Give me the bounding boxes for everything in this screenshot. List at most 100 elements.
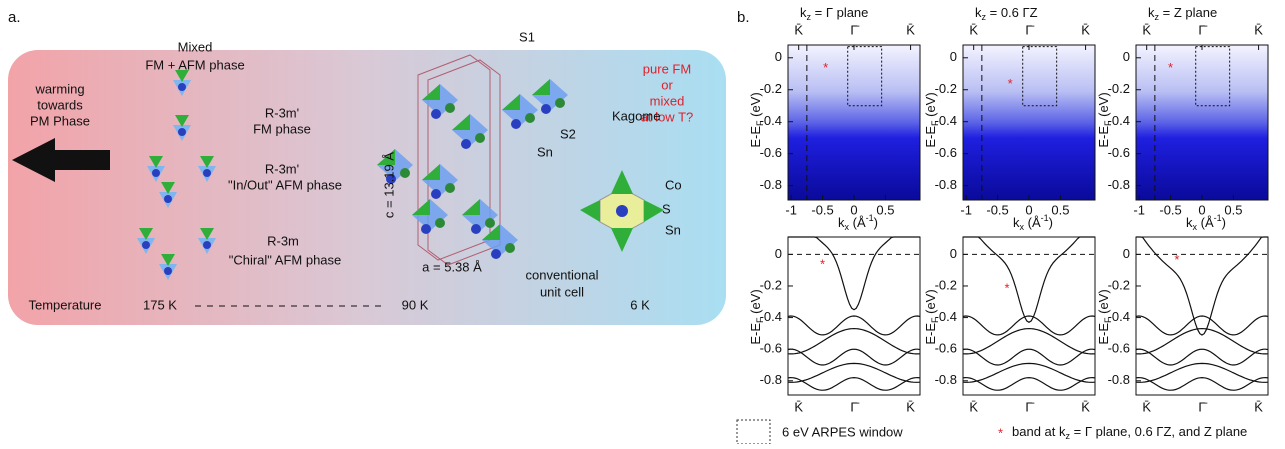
s-atom bbox=[400, 168, 410, 178]
y-tick-label: -0.8 bbox=[935, 177, 957, 192]
s-atom bbox=[445, 183, 455, 193]
k-point-label: K̄ bbox=[1142, 399, 1151, 414]
structure-label: c = 13.19 Å bbox=[381, 152, 396, 218]
k-point-label: K̄ bbox=[794, 399, 803, 414]
low-t-note: pure FM bbox=[643, 61, 691, 76]
band-curve bbox=[787, 348, 921, 366]
axis-label-part: ) bbox=[1049, 215, 1053, 230]
band-curve bbox=[962, 315, 1096, 336]
y-tick-label: -0.6 bbox=[935, 145, 957, 160]
co-triangle bbox=[200, 156, 214, 168]
co-triangle bbox=[161, 182, 175, 194]
band-curve bbox=[962, 327, 1096, 355]
x-tick-label: -0.5 bbox=[1159, 202, 1181, 217]
spin-motifs bbox=[137, 70, 216, 280]
k-point-label: K̄ bbox=[969, 22, 978, 37]
axis-label-part: E-E bbox=[1096, 323, 1111, 345]
axis-label-part: x bbox=[845, 222, 850, 232]
sn-atom bbox=[203, 241, 211, 249]
co-octahedron bbox=[462, 199, 480, 215]
x-tick-label: -1 bbox=[785, 202, 797, 217]
phase-desc: "Chiral" AFM phase bbox=[229, 252, 342, 267]
warming-arrow bbox=[12, 138, 110, 182]
low-t-note: mixed bbox=[650, 93, 685, 108]
sn-atom bbox=[541, 104, 551, 114]
axis-label: E-EF (eV) bbox=[923, 289, 940, 344]
k-point-label: Γ̄ bbox=[850, 399, 859, 414]
y-tick-label: -0.4 bbox=[1108, 113, 1130, 128]
band-marker: * bbox=[1168, 60, 1173, 75]
atom-label: Sn bbox=[665, 222, 681, 237]
axis-label-part: k bbox=[1186, 215, 1193, 230]
band-curve bbox=[788, 236, 920, 311]
y-tick-label: -0.6 bbox=[1108, 145, 1130, 160]
axis-label: kx (Å-1) bbox=[1013, 213, 1053, 232]
band-curve bbox=[962, 376, 1096, 391]
axis-label: kx (Å-1) bbox=[1186, 213, 1226, 232]
x-tick-label: -0.5 bbox=[811, 202, 833, 217]
arpes-image bbox=[1135, 44, 1269, 201]
legend-text: band at kz = Γ plane, 0.6 ΓZ, and Z plan… bbox=[1012, 424, 1247, 441]
sn-atom bbox=[164, 195, 172, 203]
axis-label: E-EF (eV) bbox=[748, 92, 765, 147]
axis-label-part: k bbox=[838, 215, 845, 230]
co-octahedron bbox=[502, 94, 520, 110]
y-tick-label: -0.6 bbox=[935, 341, 957, 356]
axis-label-part: (eV) bbox=[748, 92, 763, 120]
k-point-label: K̄ bbox=[1081, 399, 1090, 414]
axis-label-part: F bbox=[930, 317, 940, 323]
y-tick-label: -0.4 bbox=[1108, 309, 1130, 324]
k-point-label: Γ̄ bbox=[850, 22, 859, 37]
axis-label-part: E-E bbox=[923, 323, 938, 345]
axis-label-part: (eV) bbox=[923, 92, 938, 120]
k-point-label: Γ̄ bbox=[1198, 22, 1207, 37]
sn-atom bbox=[471, 224, 481, 234]
co-octahedron bbox=[422, 164, 440, 180]
axis-label-part: k bbox=[1013, 215, 1020, 230]
structure-label: conventional bbox=[526, 267, 599, 282]
axis-label-part: z bbox=[982, 12, 987, 22]
co-triangle bbox=[161, 254, 175, 266]
band-marker: * bbox=[1174, 252, 1179, 267]
y-tick-label: -0.2 bbox=[935, 81, 957, 96]
arpes-image bbox=[787, 44, 921, 201]
y-tick-label: 0 bbox=[950, 246, 957, 261]
band-curve bbox=[963, 236, 1095, 324]
sn-atom bbox=[421, 224, 431, 234]
axis-label-part: (Å bbox=[1024, 215, 1041, 230]
axis-label-part: F bbox=[755, 317, 765, 323]
k-point-label: Γ̄ bbox=[1025, 399, 1034, 414]
band-curve bbox=[1135, 376, 1269, 391]
band-curve bbox=[962, 362, 1096, 383]
kagome-motif bbox=[580, 170, 664, 252]
axis-label: kz = 0.6 ΓZ bbox=[975, 5, 1038, 22]
phase-desc: FM + AFM phase bbox=[145, 57, 244, 72]
x-tick-label: 0 bbox=[1025, 202, 1032, 217]
structure-label: S1 bbox=[519, 29, 535, 44]
phase-name: R-3m bbox=[267, 233, 299, 248]
y-tick-label: -0.4 bbox=[760, 309, 782, 324]
legend-text: 6 eV ARPES window bbox=[782, 424, 903, 439]
structure-label: unit cell bbox=[540, 284, 584, 299]
y-tick-label: 0 bbox=[950, 49, 957, 64]
y-tick-label: -0.6 bbox=[760, 341, 782, 356]
s-atom bbox=[435, 218, 445, 228]
k-point-label: K̄ bbox=[1254, 22, 1263, 37]
co-triangle bbox=[175, 70, 189, 82]
phase-background bbox=[8, 50, 726, 325]
axis-label-part: z bbox=[807, 12, 812, 22]
band-curve bbox=[1135, 348, 1269, 366]
band-marker: * bbox=[823, 60, 828, 75]
axis-label-part: (Å bbox=[1197, 215, 1214, 230]
y-tick-label: -0.4 bbox=[935, 113, 957, 128]
arpes-window bbox=[1022, 46, 1058, 107]
warming-text: PM Phase bbox=[30, 113, 90, 128]
x-tick-label: 0.5 bbox=[1051, 202, 1069, 217]
axis-label-part: k bbox=[975, 5, 982, 20]
axis-label-part: (eV) bbox=[748, 289, 763, 317]
atom-label: S bbox=[662, 201, 671, 216]
structure-label: Sn bbox=[537, 144, 553, 159]
x-tick-label: 0 bbox=[850, 202, 857, 217]
structure-label: Kagome bbox=[612, 108, 660, 123]
x-tick-label: 0.5 bbox=[1224, 202, 1242, 217]
